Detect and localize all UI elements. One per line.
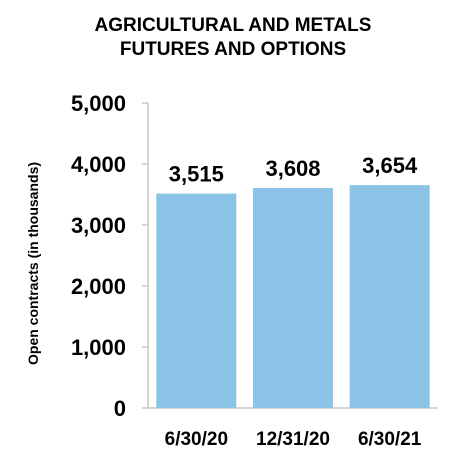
x-category-label: 12/31/20 (256, 429, 330, 450)
chart-title-line-1: AGRICULTURAL AND METALS (94, 15, 372, 36)
bar (349, 185, 430, 408)
y-ticks: 0 1,000 2,000 3,000 4,000 5,000 (71, 91, 148, 421)
y-tick-label: 4,000 (71, 152, 126, 177)
y-tick-label: 2,000 (71, 274, 126, 299)
x-category-label: 6/30/21 (358, 429, 422, 450)
chart-title-line-2: FUTURES AND OPTIONS (119, 39, 347, 60)
y-tick-label: 0 (114, 396, 126, 421)
y-tick-label: 5,000 (71, 91, 126, 116)
data-labels: 3,515 3,608 3,654 (169, 153, 418, 186)
bars (156, 185, 430, 408)
bar-value-label: 3,654 (362, 153, 418, 178)
y-tick-label: 1,000 (71, 335, 126, 360)
bar-value-label: 3,515 (169, 162, 224, 187)
bar (156, 193, 237, 408)
category-labels: 6/30/20 12/31/20 6/30/21 (165, 429, 422, 450)
x-category-label: 6/30/20 (165, 429, 228, 450)
y-axis-title: Open contracts (in thousands) (25, 162, 41, 365)
bar-value-label: 3,608 (265, 156, 320, 181)
y-tick-label: 3,000 (71, 213, 126, 238)
chart-title: AGRICULTURAL AND METALS FUTURES AND OPTI… (0, 14, 466, 62)
bar (253, 187, 333, 408)
